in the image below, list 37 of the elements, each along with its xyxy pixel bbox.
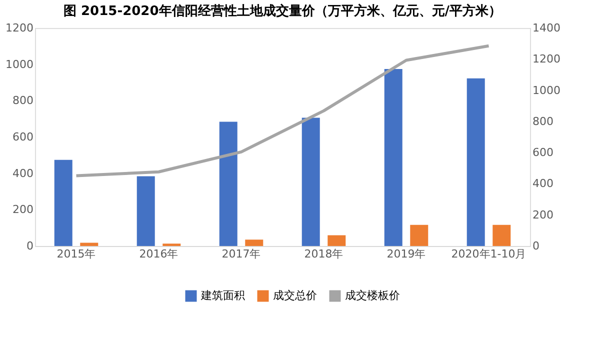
legend-label: 成交总价 xyxy=(273,289,317,302)
bar xyxy=(136,176,155,246)
y-tick-label: 800 xyxy=(12,94,34,108)
y-tick-label: 400 xyxy=(12,166,34,180)
bar xyxy=(219,122,238,246)
x-tick-label: 2019年 xyxy=(386,248,426,260)
bar xyxy=(492,224,511,246)
legend-label: 成交楼板价 xyxy=(345,289,400,302)
y2-tick-label: 200 xyxy=(532,208,554,222)
y2-tick-label: 400 xyxy=(532,177,554,190)
y2-tick-label: 800 xyxy=(532,114,554,128)
y2-tick-label: 0 xyxy=(532,240,540,252)
y2-tick-label: 600 xyxy=(532,146,554,160)
bar xyxy=(410,224,428,246)
x-tick-label: 2015年 xyxy=(56,248,96,260)
bar xyxy=(466,78,485,246)
y-tick-label: 1000 xyxy=(6,58,34,71)
x-tick-label: 2016年 xyxy=(139,248,178,260)
x-tick-label: 2020年1-10月 xyxy=(451,248,526,260)
y-tick-label: 200 xyxy=(12,203,34,216)
y2-tick-label: 1200 xyxy=(532,52,560,66)
line-series xyxy=(74,44,490,178)
y2-tick-label: 1400 xyxy=(532,22,560,34)
chart-title: 图 2015-2020年信阳经营性土地成交量价（万平方米、亿元、元/平方米） xyxy=(63,3,502,19)
bar xyxy=(80,242,98,246)
y2-tick-label: 1000 xyxy=(532,84,560,97)
bar xyxy=(54,160,72,246)
y-tick-label: 600 xyxy=(12,130,34,144)
y-tick-label: 0 xyxy=(26,240,34,252)
x-tick-label: 2017年 xyxy=(222,248,261,260)
y-tick-label: 1200 xyxy=(6,22,34,34)
bar xyxy=(328,235,346,246)
legend-label: 建筑面积 xyxy=(200,289,245,302)
bar xyxy=(384,69,402,246)
bar xyxy=(302,118,320,246)
x-tick-label: 2018年 xyxy=(304,248,344,260)
bar xyxy=(245,240,264,246)
